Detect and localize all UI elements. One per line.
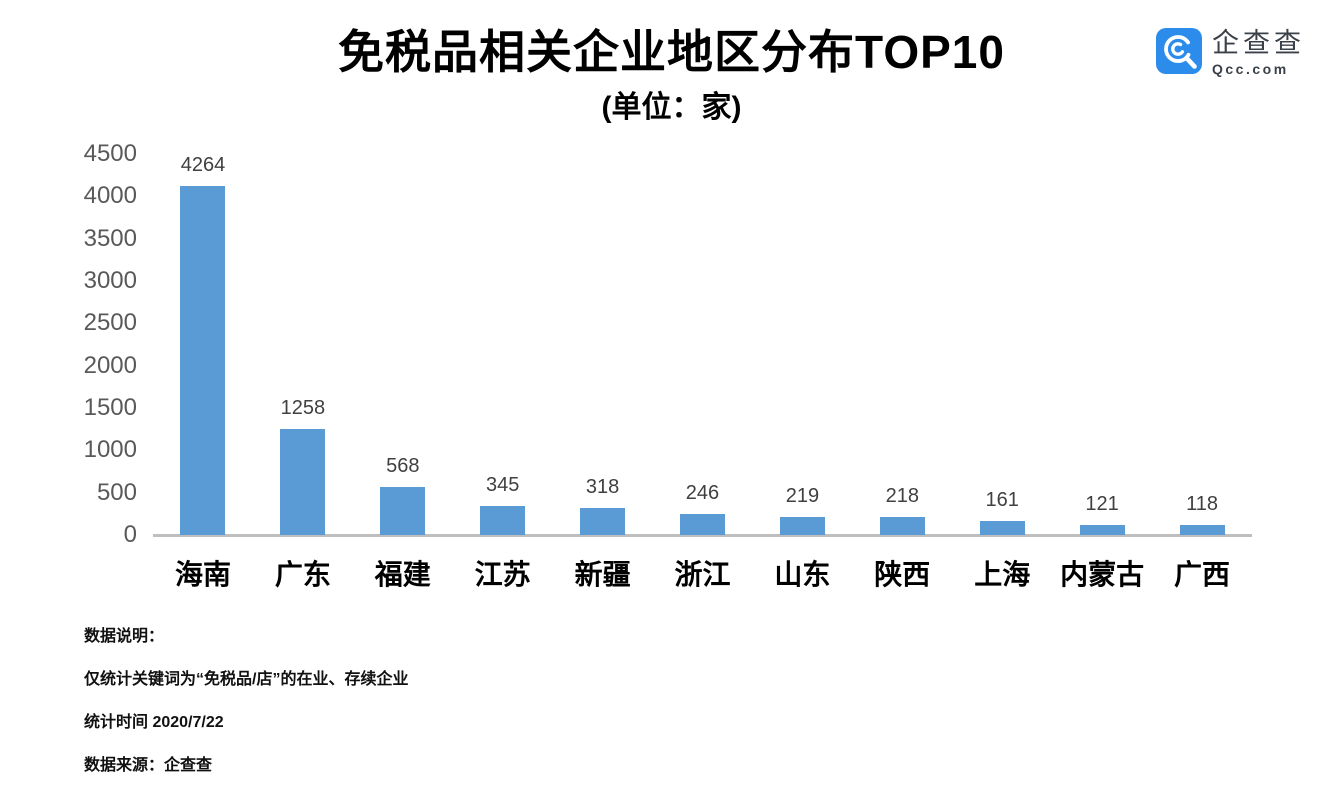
category-label: 浙江 [674, 559, 731, 590]
bar-value-label: 161 [985, 489, 1019, 512]
y-tick-label: 2000 [83, 351, 137, 379]
bar-value-label: 318 [585, 476, 620, 499]
bar-group: 318 [553, 154, 653, 535]
category-label: 福建 [374, 559, 431, 590]
x-axis-line [153, 534, 1252, 537]
y-tick-label: 4000 [83, 182, 137, 210]
bar [1179, 525, 1225, 535]
logo-domain: Qcc.com [1212, 61, 1289, 77]
bar-group: 246 [653, 154, 753, 535]
bar [180, 186, 226, 535]
bar-group: 568 [353, 154, 453, 535]
bar-value-label: 568 [386, 454, 420, 477]
logo-brand-name: 企查查 [1212, 28, 1305, 58]
bar-group: 118 [1152, 154, 1252, 535]
y-tick-label: 500 [96, 478, 137, 506]
bar-group: 4264 [153, 154, 253, 535]
bar-value-label: 1258 [280, 396, 326, 419]
bar-value-label: 219 [785, 484, 820, 507]
bar [879, 516, 925, 535]
bar [679, 514, 725, 535]
note-date: 统计时间 2020/7/22 [84, 714, 224, 731]
category-label: 江苏 [474, 559, 531, 590]
y-tick-label: 1000 [83, 436, 137, 464]
category-label: 山东 [774, 559, 831, 590]
logo-text-block: 企查查 Qcc.com [1212, 28, 1305, 77]
y-tick-label: 3000 [83, 267, 137, 294]
bar [280, 428, 326, 535]
y-tick-label: 1500 [83, 394, 137, 421]
bar [380, 486, 426, 535]
category-label: 海南 [174, 559, 231, 590]
bar-value-label: 345 [485, 473, 520, 496]
note-source: 数据来源：企查查 [84, 757, 213, 774]
note-heading: 数据说明： [84, 628, 165, 645]
qcc-logo: 企查查 Qcc.com [1156, 28, 1305, 77]
bar-group: 161 [952, 154, 1052, 535]
bar [1079, 524, 1125, 535]
bar-group: 121 [1052, 154, 1152, 535]
y-tick-label: 4500 [83, 140, 137, 167]
plot-area: 4264 1258 568 345 318 246 219 218 161 121 118 [153, 154, 1252, 535]
bar-value-label: 218 [885, 484, 919, 507]
x-axis-labels: 海南 广东 福建 江苏 新疆 浙江 山东 陕西 上海 内蒙古 广西 [153, 553, 1252, 593]
category-label: 陕西 [874, 559, 931, 590]
y-tick-label: 0 [123, 521, 137, 548]
bar-value-label: 4264 [180, 154, 226, 176]
category-label: 上海 [974, 559, 1031, 590]
bar-group: 219 [752, 154, 852, 535]
bar [480, 505, 526, 535]
bar-value-label: 118 [1186, 493, 1218, 515]
page-title: 免税品相关企业地区分布TOP10 [338, 26, 1005, 78]
bar [979, 521, 1025, 535]
category-label: 内蒙古 [1060, 559, 1145, 590]
y-tick-label: 2500 [83, 309, 137, 337]
qcc-magnifier-icon [1156, 28, 1202, 74]
bar-value-label: 121 [1085, 492, 1119, 515]
category-label: 广东 [274, 559, 331, 590]
bar-value-label: 246 [685, 482, 720, 505]
bar [779, 516, 825, 535]
bar [580, 508, 626, 535]
category-label: 广西 [1174, 559, 1231, 590]
bar-group: 345 [453, 154, 553, 535]
bar-group: 218 [852, 154, 952, 535]
category-label: 新疆 [574, 559, 631, 590]
note-scope: 仅统计关键词为“免税品/店”的在业、存续企业 [84, 671, 409, 688]
data-notes: 数据说明： 仅统计关键词为“免税品/店”的在业、存续企业 统计时间 2020/7… [84, 627, 408, 799]
y-tick-label: 3500 [83, 224, 137, 252]
chart-unit-subtitle: (单位：家) [601, 91, 742, 124]
bar-group: 1258 [253, 154, 353, 535]
